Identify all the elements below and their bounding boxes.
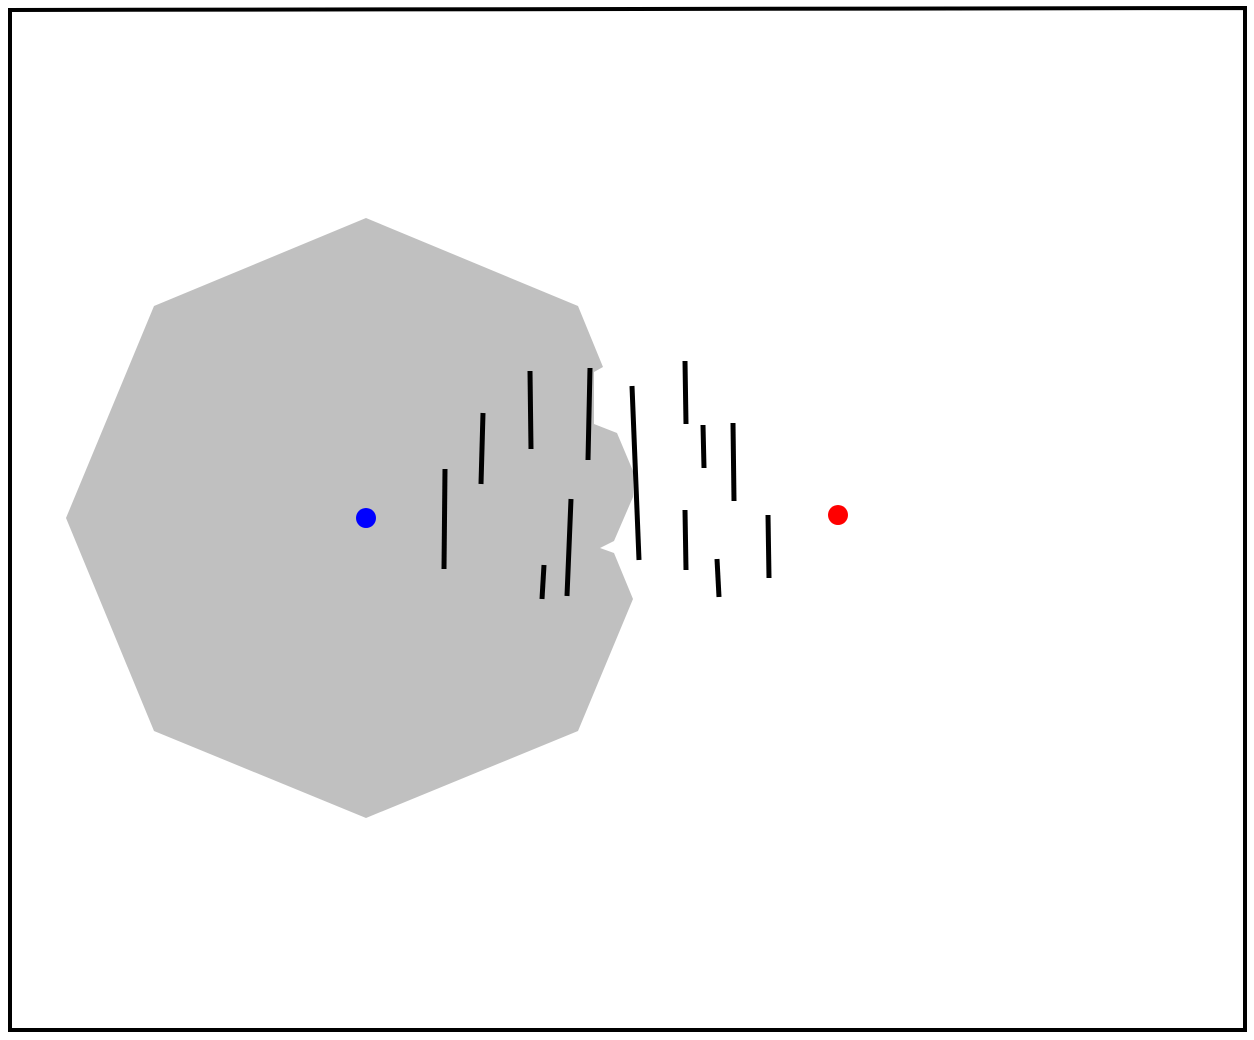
wall-segment [478, 412, 486, 485]
wall-segment [564, 498, 574, 597]
player-blue-dot [356, 508, 376, 528]
wall-segment [629, 385, 642, 561]
wall-segment [714, 558, 722, 598]
wall-segment [441, 468, 448, 570]
wall-segment [539, 564, 547, 600]
visibility-region [66, 218, 633, 818]
wall-segment [682, 360, 689, 425]
wall-segment [700, 424, 707, 469]
arena-border [8, 5, 1247, 1032]
wall-segment [527, 370, 534, 450]
wall-segment [682, 509, 689, 571]
wall-segment [765, 514, 772, 579]
target-red-dot [828, 505, 848, 525]
wall-obstacles [441, 360, 772, 600]
wall-segment [585, 367, 593, 461]
wall-segment [730, 422, 737, 502]
